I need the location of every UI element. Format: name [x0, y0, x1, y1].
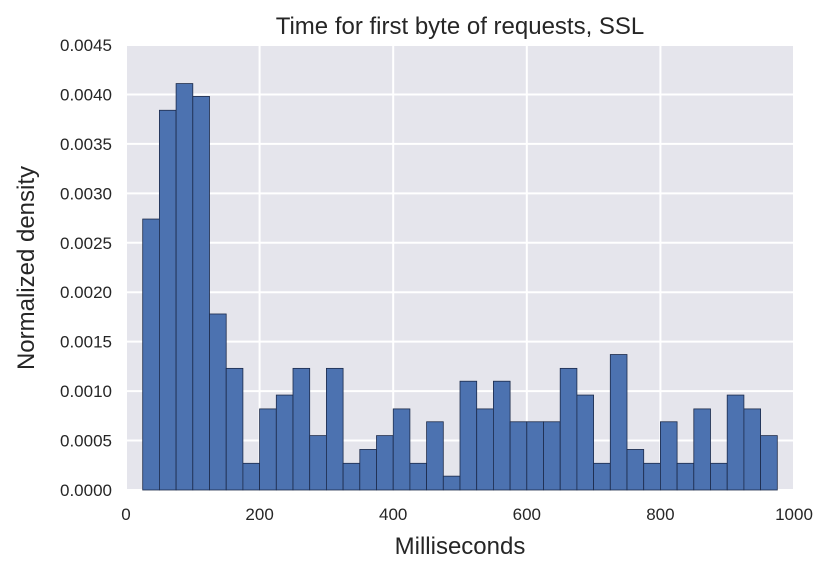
histogram-bar: [526, 421, 544, 491]
histogram-bar: [292, 367, 311, 491]
histogram-bar: [643, 462, 661, 491]
histogram-bar: [242, 462, 260, 491]
histogram-bar: [342, 462, 361, 491]
y-tick-label: 0.0035: [60, 135, 112, 154]
histogram-bar: [309, 435, 327, 491]
histogram-bar: [543, 421, 561, 491]
y-tick-label: 0.0000: [60, 481, 112, 500]
histogram-bar: [442, 475, 461, 491]
x-tick-label: 0: [121, 505, 130, 524]
histogram-bar: [359, 449, 377, 491]
y-tick-label: 0.0030: [60, 184, 112, 203]
histogram-bar: [459, 380, 478, 491]
y-tick-label: 0.0005: [60, 432, 112, 451]
y-tick-label: 0.0040: [60, 85, 112, 104]
histogram-bar: [392, 408, 411, 491]
chart-title: Time for first byte of requests, SSL: [276, 13, 645, 40]
x-tick-label: 800: [646, 505, 674, 524]
x-tick-label: 200: [245, 505, 273, 524]
histogram-bar: [609, 354, 628, 491]
y-tick-label: 0.0020: [60, 283, 112, 302]
y-tick-label: 0.0010: [60, 382, 112, 401]
histogram-bar: [559, 367, 578, 491]
histogram-bar: [726, 394, 745, 491]
histogram-bar: [409, 462, 427, 491]
y-tick-label: 0.0015: [60, 333, 112, 352]
y-tick-label: 0.0045: [60, 36, 112, 55]
histogram-bar: [275, 394, 294, 491]
y-tick-label: 0.0025: [60, 234, 112, 253]
histogram-bar: [376, 435, 394, 491]
histogram-bar: [626, 449, 645, 491]
bars: [142, 83, 778, 491]
histogram-bar: [743, 408, 762, 491]
histogram-bar: [760, 435, 778, 491]
x-tick-label: 1000: [775, 505, 813, 524]
histogram-bar: [660, 421, 678, 491]
x-tick-label: 600: [513, 505, 541, 524]
histogram-bar: [158, 109, 177, 491]
histogram-bar: [476, 408, 494, 491]
histogram-bar: [209, 313, 227, 491]
y-axis-title: Normalized density: [13, 166, 40, 370]
histogram-bar: [710, 462, 728, 491]
histogram-bar: [676, 462, 695, 491]
histogram-bar: [492, 380, 511, 491]
histogram-bar: [593, 462, 611, 491]
histogram-bar: [192, 96, 210, 491]
x-tick-label: 400: [379, 505, 407, 524]
histogram-bar: [693, 408, 711, 491]
histogram-bar: [175, 83, 194, 491]
x-tick-labels: 0 200 400 600 800 1000: [121, 505, 813, 524]
histogram-bar: [225, 367, 244, 491]
histogram-bar: [509, 421, 528, 491]
histogram-bar: [325, 367, 344, 491]
histogram-bar: [576, 394, 595, 491]
histogram-bar: [426, 421, 444, 491]
x-axis-title: Milliseconds: [395, 533, 526, 560]
y-tick-labels: 0.0000 0.0005 0.0010 0.0015 0.0020 0.0025 0.00…: [60, 36, 112, 500]
histogram-bar: [259, 408, 277, 491]
histogram-bar: [142, 218, 160, 491]
